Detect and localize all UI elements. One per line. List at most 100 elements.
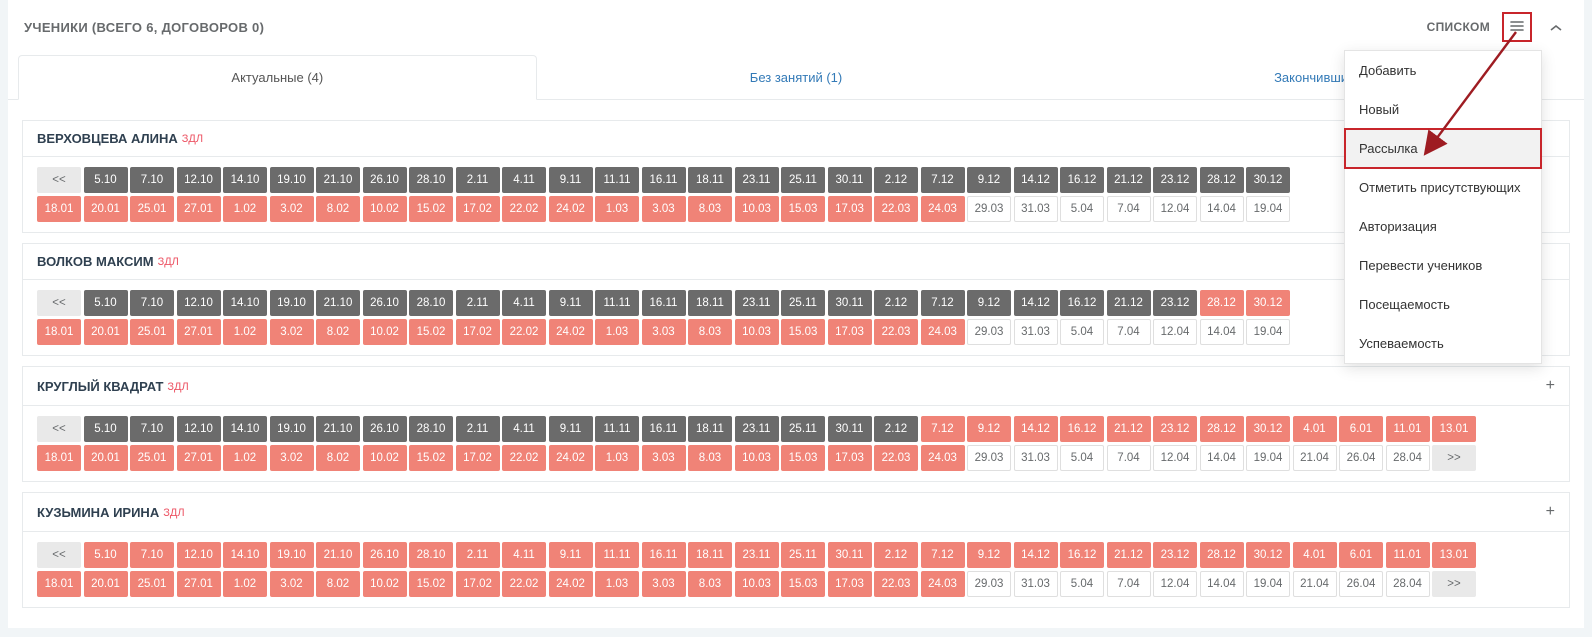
date-cell[interactable]: 2.11: [456, 416, 500, 442]
date-cell[interactable]: 21.04: [1293, 445, 1337, 471]
date-cell[interactable]: 14.12: [1014, 542, 1058, 568]
date-cell[interactable]: 28.10: [409, 542, 453, 568]
date-cell[interactable]: 28.10: [409, 290, 453, 316]
date-cell[interactable]: 11.11: [595, 542, 639, 568]
date-nav-button[interactable]: >>: [1432, 571, 1476, 597]
date-cell[interactable]: 10.02: [363, 571, 407, 597]
menu-item-3[interactable]: Отметить присутствующих: [1345, 168, 1541, 207]
date-cell[interactable]: 2.11: [456, 290, 500, 316]
tab-0[interactable]: Актуальные (4): [18, 55, 537, 100]
date-cell[interactable]: 14.10: [223, 416, 267, 442]
date-cell[interactable]: 16.11: [642, 416, 686, 442]
date-cell[interactable]: 21.10: [316, 542, 360, 568]
date-cell[interactable]: 21.12: [1107, 167, 1151, 193]
date-cell[interactable]: 9.12: [967, 416, 1011, 442]
date-cell[interactable]: 9.11: [549, 542, 593, 568]
date-cell[interactable]: 17.02: [456, 319, 500, 345]
date-cell[interactable]: 3.03: [642, 445, 686, 471]
date-cell[interactable]: 10.03: [735, 196, 779, 222]
date-cell[interactable]: 23.12: [1153, 290, 1197, 316]
add-icon[interactable]: +: [1546, 503, 1555, 521]
date-cell[interactable]: 11.11: [595, 167, 639, 193]
date-cell[interactable]: 8.02: [316, 571, 360, 597]
date-cell[interactable]: 14.12: [1014, 416, 1058, 442]
date-cell[interactable]: 19.04: [1246, 445, 1290, 471]
date-cell[interactable]: 10.02: [363, 196, 407, 222]
date-cell[interactable]: 30.11: [828, 167, 872, 193]
date-cell[interactable]: 24.02: [549, 571, 593, 597]
date-cell[interactable]: 28.12: [1200, 290, 1244, 316]
student-name[interactable]: КРУГЛЫЙ КВАДРАТ: [37, 379, 163, 394]
date-cell[interactable]: 23.12: [1153, 542, 1197, 568]
date-cell[interactable]: 11.11: [595, 416, 639, 442]
menu-item-6[interactable]: Посещаемость: [1345, 285, 1541, 324]
date-cell[interactable]: 20.01: [84, 445, 128, 471]
date-cell[interactable]: 27.01: [177, 445, 221, 471]
date-cell[interactable]: 19.04: [1246, 319, 1290, 345]
date-cell[interactable]: 24.03: [921, 571, 965, 597]
date-cell[interactable]: 12.10: [177, 542, 221, 568]
date-cell[interactable]: 23.11: [735, 542, 779, 568]
date-cell[interactable]: 14.12: [1014, 290, 1058, 316]
date-nav-button[interactable]: >>: [1432, 445, 1476, 471]
date-cell[interactable]: 12.10: [177, 416, 221, 442]
date-cell[interactable]: 22.02: [502, 319, 546, 345]
date-cell[interactable]: 31.03: [1014, 196, 1058, 222]
date-cell[interactable]: 16.12: [1060, 290, 1104, 316]
date-cell[interactable]: 7.10: [130, 290, 174, 316]
date-cell[interactable]: 10.03: [735, 319, 779, 345]
date-cell[interactable]: 22.02: [502, 196, 546, 222]
date-cell[interactable]: 16.12: [1060, 167, 1104, 193]
date-cell[interactable]: 19.10: [270, 167, 314, 193]
date-cell[interactable]: 31.03: [1014, 319, 1058, 345]
date-cell[interactable]: 30.12: [1246, 290, 1290, 316]
date-cell[interactable]: 15.02: [409, 571, 453, 597]
menu-item-1[interactable]: Новый: [1345, 90, 1541, 129]
date-cell[interactable]: 5.10: [84, 167, 128, 193]
date-cell[interactable]: 3.03: [642, 196, 686, 222]
date-cell[interactable]: 25.11: [781, 542, 825, 568]
date-cell[interactable]: 7.04: [1107, 196, 1151, 222]
date-cell[interactable]: 17.02: [456, 445, 500, 471]
date-cell[interactable]: 1.02: [223, 319, 267, 345]
date-cell[interactable]: 22.03: [874, 445, 918, 471]
date-cell[interactable]: 4.11: [502, 290, 546, 316]
date-cell[interactable]: 1.02: [223, 196, 267, 222]
date-cell[interactable]: 8.02: [316, 445, 360, 471]
date-cell[interactable]: 7.04: [1107, 571, 1151, 597]
date-cell[interactable]: 18.01: [37, 571, 81, 597]
date-cell[interactable]: 11.01: [1386, 416, 1430, 442]
tab-1[interactable]: Без занятий (1): [537, 55, 1056, 100]
date-cell[interactable]: 30.12: [1246, 167, 1290, 193]
list-view-link[interactable]: СПИСКОМ: [1427, 20, 1490, 34]
date-cell[interactable]: 21.12: [1107, 416, 1151, 442]
date-cell[interactable]: 17.03: [828, 445, 872, 471]
date-cell[interactable]: 25.11: [781, 167, 825, 193]
date-cell[interactable]: 15.03: [781, 445, 825, 471]
date-cell[interactable]: 27.01: [177, 196, 221, 222]
date-cell[interactable]: 30.12: [1246, 542, 1290, 568]
date-cell[interactable]: 6.01: [1339, 416, 1383, 442]
date-cell[interactable]: 25.01: [130, 445, 174, 471]
date-cell[interactable]: 29.03: [967, 319, 1011, 345]
menu-button[interactable]: [1502, 12, 1532, 42]
menu-item-0[interactable]: Добавить: [1345, 51, 1541, 90]
date-cell[interactable]: 3.02: [270, 571, 314, 597]
date-cell[interactable]: 18.01: [37, 196, 81, 222]
date-cell[interactable]: 25.01: [130, 571, 174, 597]
date-cell[interactable]: 17.02: [456, 196, 500, 222]
date-cell[interactable]: 12.04: [1153, 196, 1197, 222]
date-cell[interactable]: 2.12: [874, 167, 918, 193]
date-cell[interactable]: 15.02: [409, 319, 453, 345]
date-cell[interactable]: 24.02: [549, 445, 593, 471]
date-cell[interactable]: 25.11: [781, 416, 825, 442]
date-cell[interactable]: 1.03: [595, 319, 639, 345]
date-cell[interactable]: 30.11: [828, 290, 872, 316]
date-cell[interactable]: 21.04: [1293, 571, 1337, 597]
date-cell[interactable]: 31.03: [1014, 571, 1058, 597]
date-cell[interactable]: 25.01: [130, 196, 174, 222]
date-cell[interactable]: 22.03: [874, 196, 918, 222]
date-cell[interactable]: 14.04: [1200, 445, 1244, 471]
date-cell[interactable]: 4.11: [502, 416, 546, 442]
date-cell[interactable]: 14.12: [1014, 167, 1058, 193]
